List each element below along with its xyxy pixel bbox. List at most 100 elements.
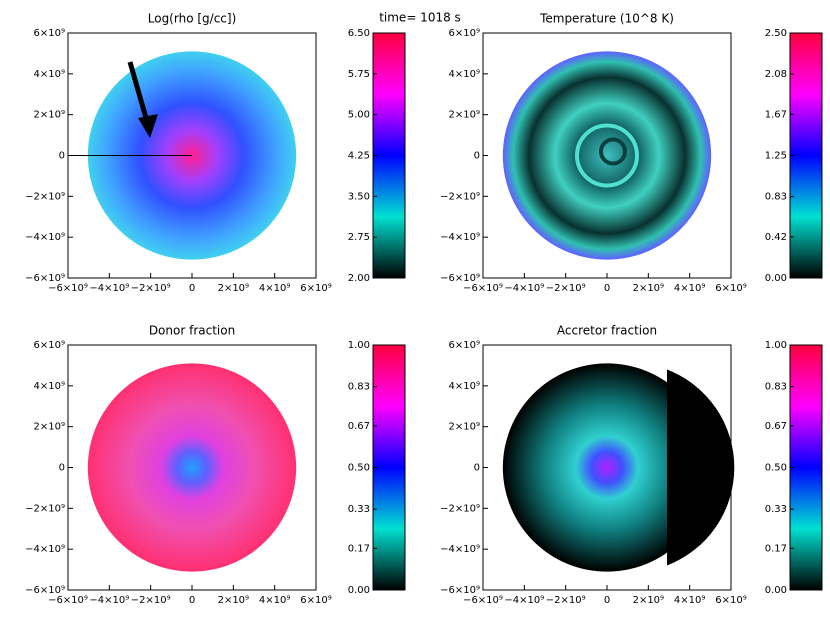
y-tick-label: −4×10⁹ [25,232,65,243]
colorbar-tick-label: 0.17 [348,543,370,554]
colorbar-tick-label: 1.25 [765,151,787,162]
x-tick-label: −6×10⁹ [48,595,88,606]
y-tick-label: 0 [59,463,65,474]
x-tick-label: 2×10⁹ [218,595,249,606]
x-tick-label: 6×10⁹ [715,283,746,294]
y-tick-label: 4×10⁹ [34,69,65,80]
colorbar-tick-label: 1.67 [765,109,787,120]
y-tick-label: 0 [59,151,65,162]
swirl [599,137,627,166]
colorbar-tick-label: 2.75 [348,232,370,243]
x-tick-label: 2×10⁹ [633,595,664,606]
colorbar-tick-label: 5.75 [348,69,370,80]
x-tick-label: −2×10⁹ [546,595,586,606]
x-tick-label: −2×10⁹ [131,595,171,606]
colorbar-tick-label: 0.50 [765,463,787,474]
x-tick-label: −4×10⁹ [504,595,544,606]
x-tick-label: 0 [604,595,610,606]
x-tick-label: 4×10⁹ [674,595,705,606]
panel-title: Log(rho [g/cc]) [148,12,237,26]
y-tick-label: −2×10⁹ [440,191,480,202]
x-tick-label: −4×10⁹ [89,283,129,294]
panel-title: Temperature (10^8 K) [539,12,674,26]
x-tick-label: −2×10⁹ [546,283,586,294]
panel-title: Donor fraction [149,324,235,338]
figure-title: time= 1018 s [379,11,461,25]
y-tick-label: 0 [474,151,480,162]
x-tick-label: 2×10⁹ [218,283,249,294]
x-tick-label: −4×10⁹ [89,595,129,606]
y-tick-label: −6×10⁹ [25,273,65,284]
y-tick-label: −4×10⁹ [440,232,480,243]
swirl [575,123,639,188]
x-tick-label: 2×10⁹ [633,283,664,294]
y-tick-label: −6×10⁹ [25,585,65,596]
x-tick-label: 0 [189,595,195,606]
x-tick-label: 4×10⁹ [674,283,705,294]
colorbar-tick-label: 0.67 [765,421,787,432]
field-image [502,363,712,572]
colorbar-tick-label: 0.42 [765,232,787,243]
colorbar-tick-label: 6.50 [348,28,370,39]
colorbar-tick-label: 0.83 [765,382,787,393]
colorbar-tick-label: 0.50 [348,463,370,474]
colorbar-tick-label: 0.00 [348,585,370,596]
arrow [127,61,151,126]
colorbar-tick-label: 2.50 [765,28,787,39]
x-tick-label: 6×10⁹ [715,595,746,606]
colorbar-tick-label: 0.00 [765,585,787,596]
dark-side [667,369,735,566]
y-tick-label: 4×10⁹ [34,381,65,392]
colorbar-tick-label: 2.08 [765,69,787,80]
y-tick-label: 2×10⁹ [34,110,65,121]
field-image [502,51,712,260]
y-tick-label: 4×10⁹ [449,69,480,80]
x-tick-label: 6×10⁹ [300,283,331,294]
colorbar-tick-label: 0.17 [765,543,787,554]
colorbar-tick-label: 0.00 [765,273,787,284]
y-tick-label: −6×10⁹ [440,585,480,596]
colorbar [789,344,823,591]
x-tick-label: 4×10⁹ [259,595,290,606]
y-tick-label: 6×10⁹ [34,340,65,351]
x-tick-label: −4×10⁹ [504,283,544,294]
y-tick-label: 6×10⁹ [449,340,480,351]
colorbar-tick-label: 0.83 [765,192,787,203]
colorbar-tick-label: 4.25 [348,151,370,162]
colorbar-tick-label: 3.50 [348,191,370,202]
x-tick-label: −6×10⁹ [48,283,88,294]
x-tick-label: 4×10⁹ [259,283,290,294]
y-tick-label: −2×10⁹ [440,503,480,514]
y-tick-label: −6×10⁹ [440,273,480,284]
x-tick-label: 0 [189,283,195,294]
x-tick-label: −6×10⁹ [463,595,503,606]
x-tick-label: −2×10⁹ [131,283,171,294]
y-tick-label: 6×10⁹ [449,28,480,39]
colorbar-tick-label: 1.00 [765,340,787,351]
x-tick-label: 0 [604,283,610,294]
colorbar-tick-label: 5.00 [348,110,370,121]
y-tick-label: −2×10⁹ [25,191,65,202]
colorbar-tick-label: 2.00 [348,273,370,284]
panel-title: Accretor fraction [557,324,657,338]
y-tick-label: −4×10⁹ [25,544,65,555]
y-tick-label: 6×10⁹ [34,28,65,39]
arrow-head [138,114,158,138]
colorbar-tick-label: 0.33 [348,504,370,515]
colorbar [372,344,406,591]
colorbar [789,32,823,279]
y-tick-label: −2×10⁹ [25,503,65,514]
y-tick-label: −4×10⁹ [440,544,480,555]
y-tick-label: 2×10⁹ [34,422,65,433]
field-image [87,363,297,572]
y-tick-label: 2×10⁹ [449,110,480,121]
x-tick-label: 6×10⁹ [300,595,331,606]
colorbar-tick-label: 0.83 [348,382,370,393]
x-tick-label: −6×10⁹ [463,283,503,294]
colorbar-tick-label: 0.67 [348,421,370,432]
colorbar-tick-label: 0.33 [765,504,787,515]
y-tick-label: 0 [474,463,480,474]
y-tick-label: 2×10⁹ [449,422,480,433]
